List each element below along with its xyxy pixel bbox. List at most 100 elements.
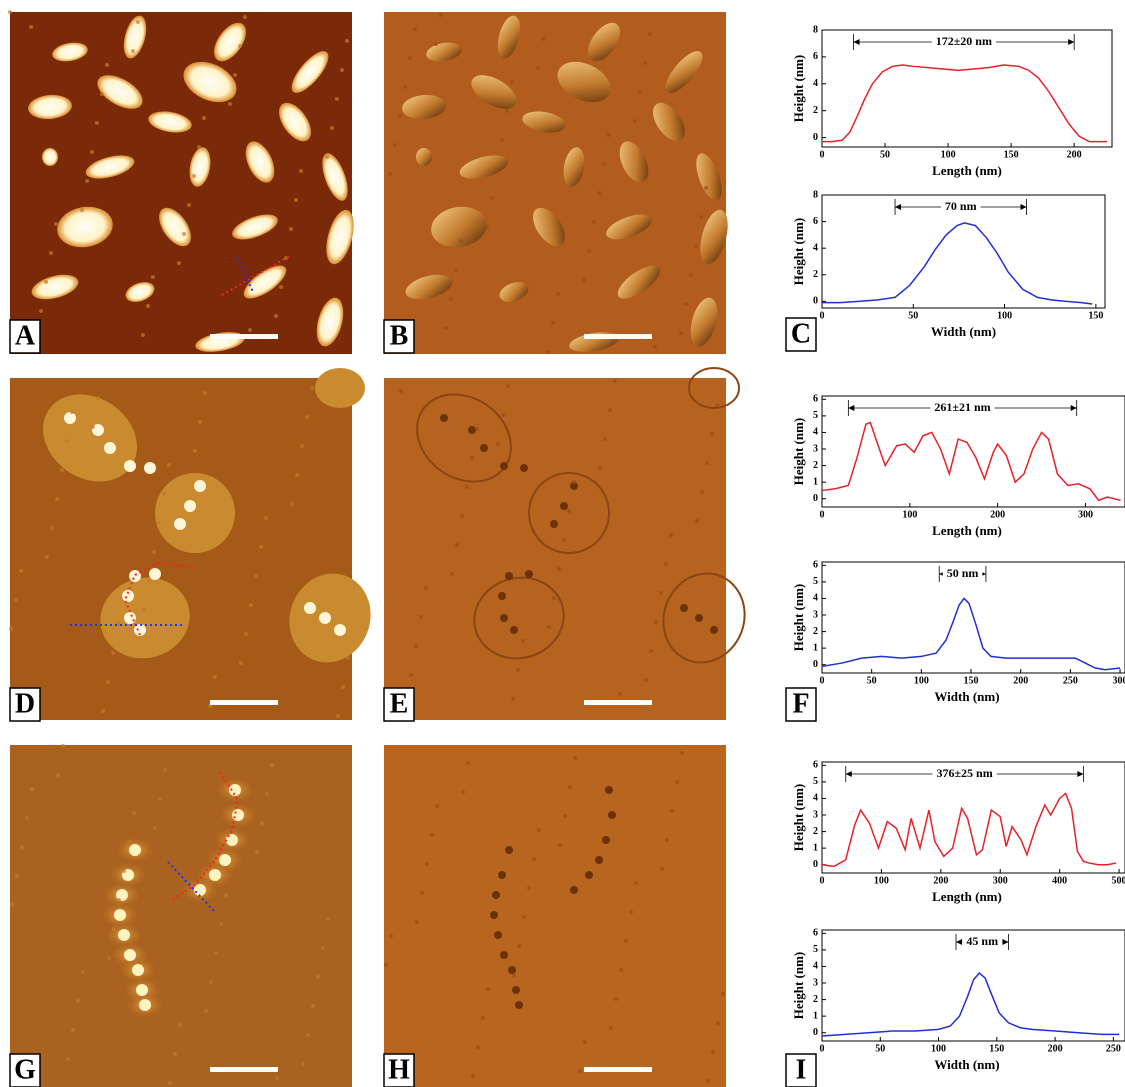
bead <box>550 520 558 528</box>
x-tick-label: 0 <box>820 149 825 160</box>
annotation-text: 50 nm <box>947 566 979 580</box>
annotation-arrow <box>846 771 852 777</box>
particle <box>315 368 365 408</box>
speck <box>425 862 429 866</box>
speck <box>305 415 309 419</box>
speck <box>568 785 572 789</box>
speck <box>613 379 617 383</box>
y-tick-label: 6 <box>813 560 818 571</box>
speck <box>455 543 459 547</box>
speck <box>270 763 274 767</box>
bead <box>124 949 136 961</box>
y-tick-label: 6 <box>813 216 818 227</box>
x-axis-label: Width (nm) <box>934 1057 999 1072</box>
speck <box>552 596 556 600</box>
speck <box>29 25 33 29</box>
speck <box>294 198 298 202</box>
speck <box>659 591 663 595</box>
bead <box>505 572 513 580</box>
speck <box>295 473 299 477</box>
bead <box>319 612 331 624</box>
speck <box>546 350 550 354</box>
speck <box>178 1023 182 1027</box>
bead <box>498 592 506 600</box>
speck <box>465 485 469 489</box>
speck <box>415 920 419 924</box>
speck <box>694 244 698 248</box>
bead <box>608 811 616 819</box>
speck <box>264 516 268 520</box>
x-tick-label: 100 <box>997 310 1012 321</box>
speck <box>583 1040 587 1044</box>
speck <box>459 239 463 243</box>
y-tick-label: 8 <box>813 24 818 35</box>
speck <box>61 744 65 748</box>
speck <box>587 249 591 253</box>
bead <box>570 886 578 894</box>
x-axis-label: Length (nm) <box>932 889 1002 904</box>
speck <box>607 133 611 137</box>
y-tick-label: 2 <box>813 626 818 637</box>
bead <box>468 426 476 434</box>
image-background <box>384 12 726 354</box>
speck <box>106 680 110 684</box>
annotation-text: 376±25 nm <box>936 766 992 780</box>
speck <box>50 526 54 530</box>
speck <box>619 968 623 972</box>
speck <box>643 61 647 65</box>
x-tick-label: 0 <box>820 509 825 520</box>
bead <box>595 856 603 864</box>
y-tick-label: 1 <box>813 842 818 853</box>
speck <box>204 1009 208 1013</box>
bead <box>334 624 346 636</box>
speck <box>490 196 494 200</box>
speck <box>409 673 413 677</box>
speck <box>142 608 146 612</box>
speck <box>8 10 12 14</box>
annotation-text: 70 nm <box>945 199 977 213</box>
speck <box>147 579 151 583</box>
speck <box>336 714 340 718</box>
x-tick-label: 0 <box>820 1043 825 1054</box>
x-tick-label: 200 <box>1048 1043 1063 1054</box>
speck <box>198 420 202 424</box>
annotation-arrow <box>1020 204 1026 210</box>
speck <box>705 461 709 465</box>
speck <box>254 574 258 578</box>
panel-label: A <box>15 320 36 351</box>
speck <box>341 685 345 689</box>
speck <box>496 442 500 446</box>
y-axis-label: Height (nm) <box>791 418 806 486</box>
annotation-arrow <box>848 405 854 411</box>
speck <box>461 790 465 794</box>
speck <box>598 466 602 470</box>
y-axis-label: Height (nm) <box>791 218 806 286</box>
speck <box>721 992 725 996</box>
y-tick-label: 0 <box>813 859 818 870</box>
x-axis-label: Width (nm) <box>934 689 999 704</box>
speck <box>91 425 95 429</box>
speck <box>558 843 562 847</box>
speck <box>511 697 515 701</box>
speck <box>49 251 53 255</box>
y-axis-label: Height (nm) <box>791 952 806 1020</box>
bead <box>219 854 231 866</box>
speck <box>111 651 115 655</box>
bead <box>118 929 130 941</box>
speck <box>430 833 434 837</box>
speck <box>153 826 157 830</box>
speck <box>187 203 191 207</box>
y-tick-label: 2 <box>813 269 818 280</box>
bead <box>209 869 221 881</box>
speck <box>301 1062 305 1066</box>
afm-image <box>9 368 383 720</box>
speck <box>393 143 397 147</box>
x-tick-label: 300 <box>1113 675 1125 686</box>
speck <box>96 396 100 400</box>
bead <box>194 480 206 492</box>
speck <box>224 893 228 897</box>
y-tick-label: 4 <box>813 593 818 604</box>
speck <box>141 333 145 337</box>
y-tick-label: 3 <box>813 443 818 454</box>
panel-label: F <box>792 688 809 719</box>
